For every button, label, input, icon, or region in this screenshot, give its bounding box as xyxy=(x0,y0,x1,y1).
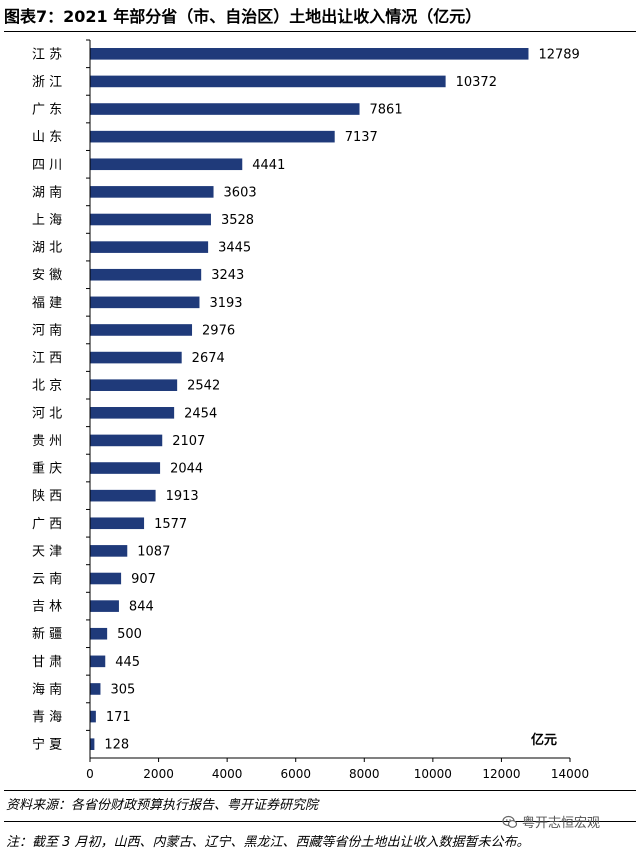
category-label: 四 川 xyxy=(32,158,62,173)
category-label: 宁 夏 xyxy=(32,737,62,753)
source-note: 资料来源：各省份财政预算执行报告、粤开证券研究院 xyxy=(6,798,319,813)
bar-7 xyxy=(90,241,209,253)
value-label: 7137 xyxy=(345,130,378,145)
wechat-icon xyxy=(502,815,518,828)
value-label: 1087 xyxy=(137,544,170,559)
bar-9 xyxy=(90,296,200,309)
category-label: 河 北 xyxy=(32,406,62,421)
bar-6 xyxy=(90,213,211,226)
category-label: 青 海 xyxy=(32,710,62,725)
value-label: 10372 xyxy=(456,75,497,90)
value-label: 4441 xyxy=(252,158,285,173)
value-label: 3445 xyxy=(218,241,251,256)
axis-layer: 江 苏浙 江广 东山 东四 川湖 南上 海湖 北安 徽福 建河 南江 西北 京河… xyxy=(32,39,589,781)
watermark-text: 粤开志恒宏观 xyxy=(522,816,601,831)
bar-chart: 12789 10372 7861 7137 4441 3603 3528 3445 3243 31… xyxy=(32,39,589,781)
value-label: 3193 xyxy=(209,296,242,311)
category-label: 新 疆 xyxy=(32,626,62,642)
x-tick-label: 8000 xyxy=(349,767,380,781)
x-tick-label: 2000 xyxy=(143,767,174,781)
bar-16 xyxy=(90,489,156,502)
category-label: 浙 江 xyxy=(32,75,62,90)
value-label: 2542 xyxy=(187,379,220,394)
category-label: 北 京 xyxy=(32,379,62,394)
value-label: 907 xyxy=(131,572,156,587)
title-rule xyxy=(4,31,636,32)
value-label: 3243 xyxy=(211,268,244,283)
bar-24 xyxy=(90,710,96,723)
value-label: 12789 xyxy=(538,47,579,62)
category-label: 海 南 xyxy=(32,681,62,697)
category-label: 甘 肃 xyxy=(32,655,62,670)
bar-21 xyxy=(90,627,108,640)
footnote: 注：截至 3 月初，山西、内蒙古、辽宁、黑龙江、西藏等省份土地出让收入数据暂未公… xyxy=(6,835,530,850)
bar-12 xyxy=(90,379,178,391)
x-tick-label: 14000 xyxy=(551,767,589,781)
bar-8 xyxy=(90,268,202,281)
category-label: 福 建 xyxy=(32,296,62,311)
value-label: 2107 xyxy=(172,434,205,449)
bar-11 xyxy=(90,351,182,364)
value-label: 2976 xyxy=(202,323,235,338)
category-label: 上 海 xyxy=(32,213,62,228)
source-rule xyxy=(4,821,636,822)
category-label: 吉 林 xyxy=(32,600,62,615)
value-label: 171 xyxy=(106,710,131,725)
bar-1 xyxy=(90,75,446,88)
bar-23 xyxy=(90,683,101,695)
category-label: 陕 西 xyxy=(32,489,62,504)
value-label: 3528 xyxy=(221,213,254,228)
value-label: 445 xyxy=(115,655,140,670)
value-label: 128 xyxy=(104,738,129,753)
bar-25 xyxy=(90,738,95,750)
bar-18 xyxy=(90,545,128,557)
value-label: 2454 xyxy=(184,406,217,421)
bar-19 xyxy=(90,572,122,585)
category-label: 云 南 xyxy=(32,571,62,587)
value-label: 305 xyxy=(110,682,135,697)
bars-layer: 12789 10372 7861 7137 4441 3603 3528 3445 3243 31… xyxy=(90,47,580,753)
value-label: 7861 xyxy=(370,103,403,118)
bar-5 xyxy=(90,186,214,198)
category-label: 江 苏 xyxy=(32,46,62,62)
unit-label: 亿元 xyxy=(531,732,557,748)
value-label: 2044 xyxy=(170,462,203,477)
category-label: 湖 北 xyxy=(32,241,62,256)
value-label: 1577 xyxy=(154,517,187,532)
chart-rule xyxy=(4,790,636,791)
bar-10 xyxy=(90,324,193,336)
bar-0 xyxy=(90,48,529,60)
value-label: 844 xyxy=(129,600,154,615)
category-label: 山 东 xyxy=(32,130,62,145)
bar-20 xyxy=(90,600,119,612)
category-label: 河 南 xyxy=(32,322,62,338)
bar-22 xyxy=(90,655,106,668)
x-tick-label: 12000 xyxy=(482,767,520,781)
x-tick-label: 4000 xyxy=(212,767,243,781)
bar-3 xyxy=(90,130,335,143)
category-label: 安 徽 xyxy=(32,268,62,283)
bar-4 xyxy=(90,158,243,171)
watermark: 粤开志恒宏观 xyxy=(502,812,600,831)
category-label: 广 东 xyxy=(32,103,62,118)
x-tick-label: 6000 xyxy=(280,767,311,781)
chart-title: 图表7：2021 年部分省（市、自治区）土地出让收入情况（亿元） xyxy=(4,7,482,26)
category-label: 江 西 xyxy=(32,351,62,366)
x-tick-label: 10000 xyxy=(414,767,452,781)
bar-14 xyxy=(90,434,163,447)
bar-15 xyxy=(90,462,161,474)
value-label: 2674 xyxy=(192,351,225,366)
value-label: 1913 xyxy=(166,489,199,504)
bar-17 xyxy=(90,517,145,530)
category-label: 重 庆 xyxy=(32,461,62,477)
category-label: 湖 南 xyxy=(32,184,62,200)
value-label: 3603 xyxy=(224,185,257,200)
bar-13 xyxy=(90,407,175,419)
value-label: 500 xyxy=(117,627,142,642)
category-label: 贵 州 xyxy=(32,434,62,449)
x-tick-label: 0 xyxy=(86,767,94,781)
category-label: 天 津 xyxy=(32,544,62,559)
category-label: 广 西 xyxy=(32,517,62,532)
bar-2 xyxy=(90,103,360,115)
